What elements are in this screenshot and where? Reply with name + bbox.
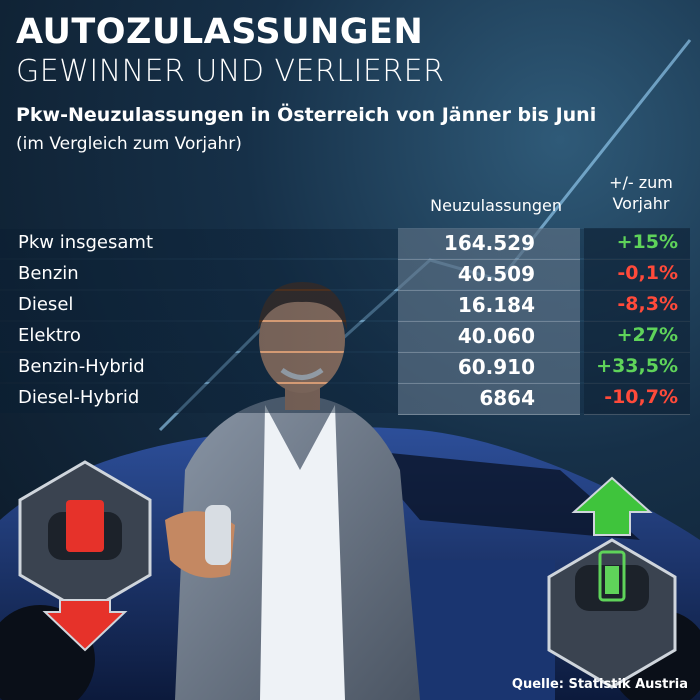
change: +15%	[616, 231, 678, 253]
column-header: Neuzulassungen	[430, 196, 562, 215]
subtitle: GEWINNER UND VERLIERER	[16, 54, 445, 89]
cell-box	[398, 352, 580, 384]
subheading: (im Vergleich zum Vorjahr)	[16, 134, 242, 154]
registrations: 6864	[479, 386, 535, 410]
change: -8,3%	[617, 293, 678, 315]
heading: Pkw-Neuzulassungen in Österreich von Jän…	[16, 104, 597, 126]
source: Quelle: Statistik Austria	[511, 677, 688, 692]
cell-box	[398, 259, 580, 291]
registrations: 40.509	[457, 262, 535, 286]
row-label: Diesel-Hybrid	[18, 387, 140, 408]
row-label: Diesel	[18, 294, 74, 315]
change: -10,7%	[604, 386, 678, 408]
table-row: Diesel-Hybrid 6864 -10,7%	[0, 383, 700, 415]
registrations: 16.184	[457, 293, 535, 317]
row-label: Benzin-Hybrid	[18, 356, 145, 377]
table-row: Pkw insgesamt 164.529 +15%	[0, 228, 700, 260]
row-label: Benzin	[18, 263, 79, 284]
table-row: Benzin-Hybrid 60.910 +33,5%	[0, 352, 700, 384]
change: +33,5%	[596, 355, 678, 377]
registrations: 40.060	[457, 324, 535, 348]
row-label: Elektro	[18, 325, 81, 346]
registrations: 60.910	[457, 355, 535, 379]
row-label: Pkw insgesamt	[18, 232, 154, 253]
table-row: Benzin 40.509 -0,1%	[0, 259, 700, 291]
column-header: +/- zum Vorjahr	[609, 173, 673, 213]
change: -0,1%	[617, 262, 678, 284]
cell-box	[398, 383, 580, 415]
change: +27%	[616, 324, 678, 346]
registrations: 164.529	[443, 231, 535, 255]
cell-box	[584, 383, 690, 415]
title: AUTOZULASSUNGEN	[16, 12, 424, 52]
table-row: Diesel 16.184 -8,3%	[0, 290, 700, 322]
cell-box	[584, 290, 690, 322]
table-row: Elektro 40.060 +27%	[0, 321, 700, 353]
cell-box	[398, 321, 580, 353]
